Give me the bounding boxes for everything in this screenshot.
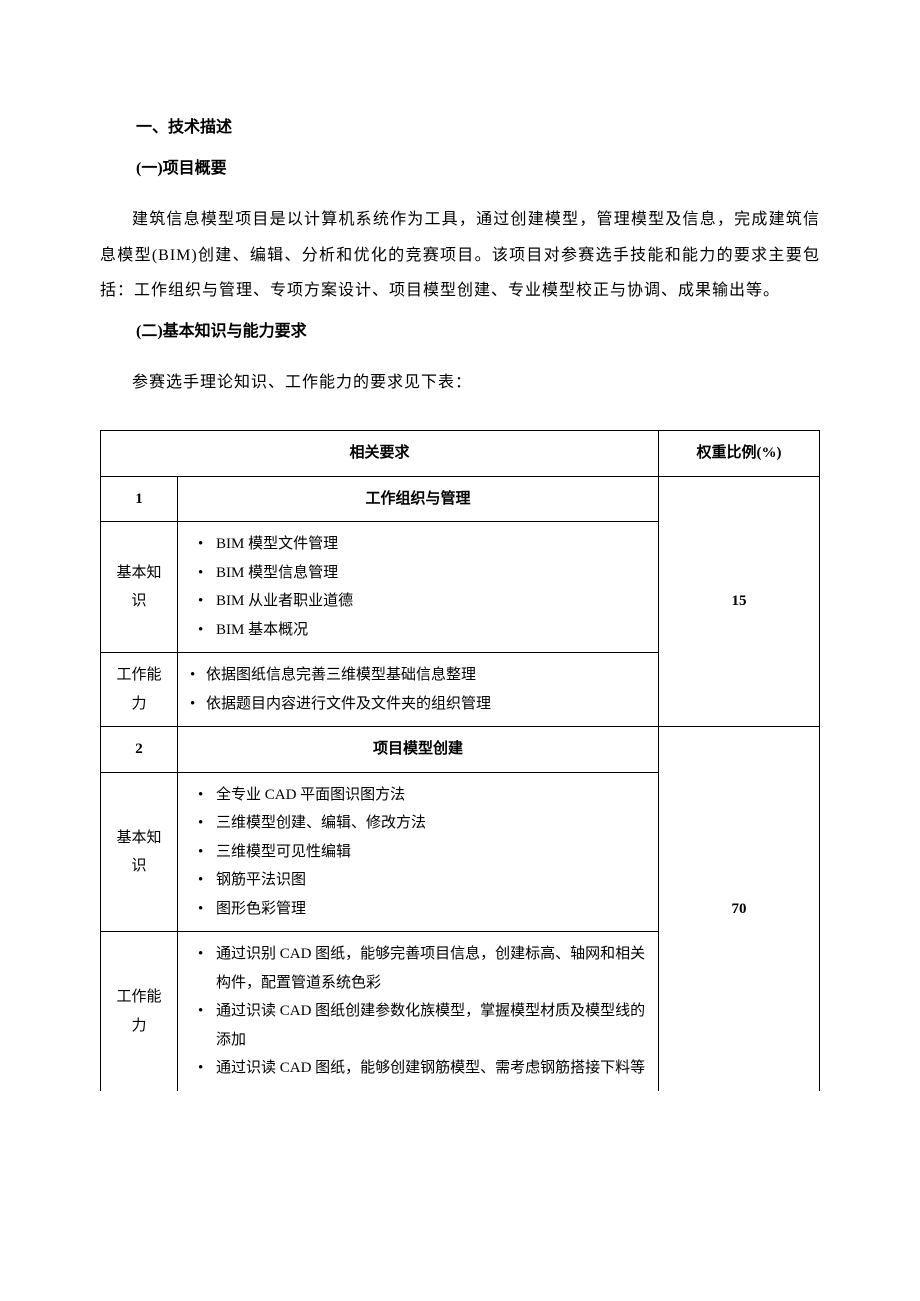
section-heading-1: 一、技术描述 bbox=[136, 110, 820, 145]
list-item: 依据题目内容进行文件及文件夹的组织管理 bbox=[188, 690, 648, 719]
section-title: 项目模型创建 bbox=[178, 727, 659, 773]
header-requirements: 相关要求 bbox=[101, 431, 659, 477]
section-weight: 15 bbox=[659, 476, 820, 727]
header-weight: 权重比例(%) bbox=[659, 431, 820, 477]
section-number: 1 bbox=[101, 476, 178, 522]
list-item: 通过识别 CAD 图纸，能够完善项目信息，创建标高、轴网和相关构件，配置管道系统… bbox=[188, 940, 648, 997]
list-item: BIM 从业者职业道德 bbox=[188, 587, 648, 616]
basic-knowledge-cell: 全专业 CAD 平面图识图方法 三维模型创建、编辑、修改方法 三维模型可见性编辑… bbox=[178, 772, 659, 932]
list-item: BIM 模型文件管理 bbox=[188, 530, 648, 559]
table-row: 1 工作组织与管理 15 bbox=[101, 476, 820, 522]
row-label-basic: 基本知识 bbox=[101, 522, 178, 653]
section-heading-2b: (二)基本知识与能力要求 bbox=[136, 314, 820, 349]
row-label-basic: 基本知识 bbox=[101, 772, 178, 932]
list-item: 钢筋平法识图 bbox=[188, 866, 648, 895]
list-item: BIM 模型信息管理 bbox=[188, 559, 648, 588]
list-item: 图形色彩管理 bbox=[188, 895, 648, 924]
ability-cell: 通过识别 CAD 图纸，能够完善项目信息，创建标高、轴网和相关构件，配置管道系统… bbox=[178, 932, 659, 1091]
requirements-table: 相关要求 权重比例(%) 1 工作组织与管理 15 基本知识 BIM 模型文件管… bbox=[100, 430, 820, 1091]
overview-paragraph: 建筑信息模型项目是以计算机系统作为工具，通过创建模型，管理模型及信息，完成建筑信… bbox=[100, 202, 820, 308]
list-item: 三维模型创建、编辑、修改方法 bbox=[188, 809, 648, 838]
list-item: 依据图纸信息完善三维模型基础信息整理 bbox=[188, 661, 648, 690]
section-heading-2a: (一)项目概要 bbox=[136, 151, 820, 186]
intro-paragraph: 参赛选手理论知识、工作能力的要求见下表： bbox=[100, 365, 820, 400]
list-item: 三维模型可见性编辑 bbox=[188, 838, 648, 867]
list-item: 全专业 CAD 平面图识图方法 bbox=[188, 781, 648, 810]
section-number: 2 bbox=[101, 727, 178, 773]
list-item: 通过识读 CAD 图纸，能够创建钢筋模型、需考虑钢筋搭接下料等 bbox=[188, 1054, 648, 1083]
row-label-ability: 工作能力 bbox=[101, 653, 178, 727]
row-label-ability: 工作能力 bbox=[101, 932, 178, 1091]
basic-knowledge-cell: BIM 模型文件管理 BIM 模型信息管理 BIM 从业者职业道德 BIM 基本… bbox=[178, 522, 659, 653]
section-title: 工作组织与管理 bbox=[178, 476, 659, 522]
section-weight: 70 bbox=[659, 727, 820, 1091]
requirements-table-wrap: 相关要求 权重比例(%) 1 工作组织与管理 15 基本知识 BIM 模型文件管… bbox=[100, 430, 820, 1091]
table-row: 2 项目模型创建 70 bbox=[101, 727, 820, 773]
list-item: BIM 基本概况 bbox=[188, 616, 648, 645]
ability-cell: 依据图纸信息完善三维模型基础信息整理 依据题目内容进行文件及文件夹的组织管理 bbox=[178, 653, 659, 727]
table-header-row: 相关要求 权重比例(%) bbox=[101, 431, 820, 477]
list-item: 通过识读 CAD 图纸创建参数化族模型，掌握模型材质及模型线的添加 bbox=[188, 997, 648, 1054]
